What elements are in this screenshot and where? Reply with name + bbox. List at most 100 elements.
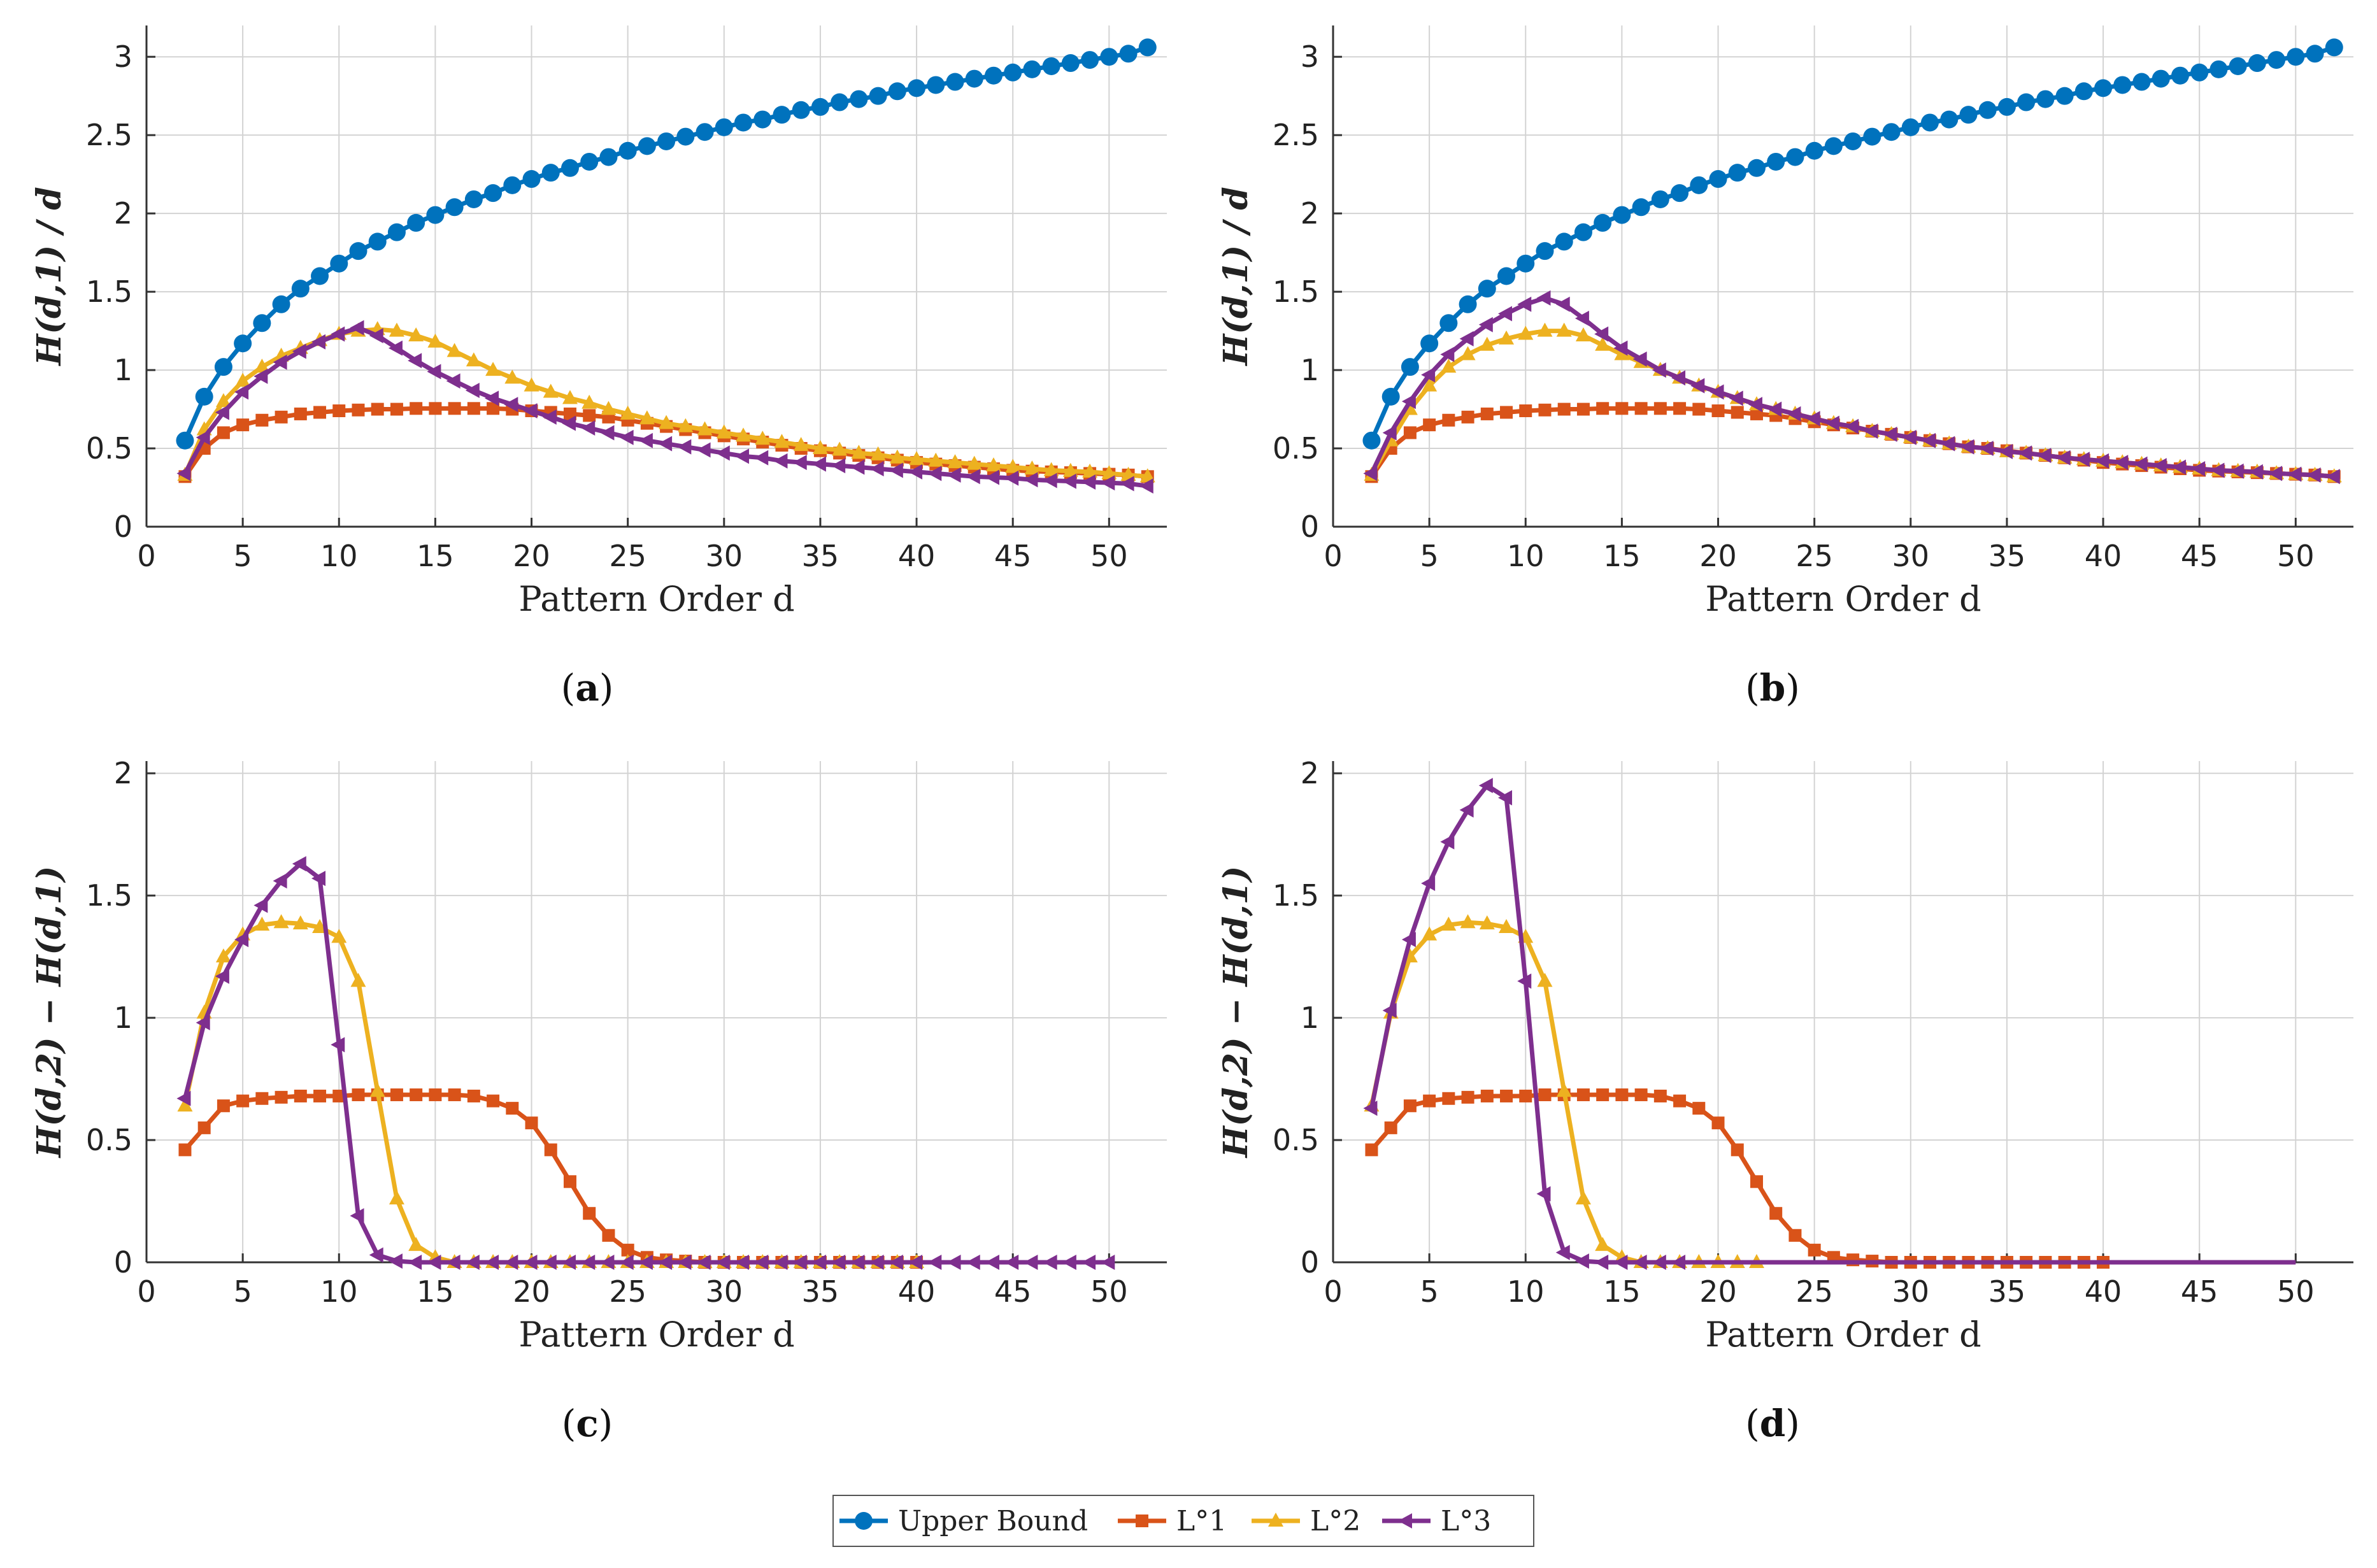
data-point bbox=[678, 418, 694, 432]
data-point bbox=[582, 394, 597, 409]
grid bbox=[1333, 761, 2353, 1262]
data-point bbox=[638, 137, 656, 155]
data-point bbox=[2229, 57, 2247, 75]
data-point bbox=[1043, 1255, 1057, 1270]
data-point bbox=[1460, 914, 1476, 929]
data-point bbox=[909, 451, 925, 466]
data-point bbox=[1062, 473, 1076, 489]
data-point bbox=[946, 1255, 961, 1270]
data-point bbox=[696, 1255, 711, 1270]
data-point bbox=[1614, 346, 1630, 360]
data-point bbox=[889, 462, 903, 478]
data-point bbox=[1139, 478, 1153, 494]
data-point bbox=[253, 314, 271, 332]
data-point bbox=[313, 406, 327, 419]
data-point bbox=[2018, 445, 2032, 461]
series-l-1 bbox=[178, 1088, 924, 1269]
data-point bbox=[464, 190, 483, 208]
data-point bbox=[178, 1143, 192, 1157]
data-point bbox=[1555, 296, 1570, 312]
legend-item: L°2 bbox=[1252, 1505, 1360, 1537]
data-point bbox=[1441, 359, 1457, 373]
data-point bbox=[485, 390, 499, 406]
data-point bbox=[965, 69, 983, 88]
data-point bbox=[275, 410, 288, 424]
data-point bbox=[214, 358, 232, 376]
data-point bbox=[1574, 223, 1592, 241]
data-point bbox=[1728, 164, 1746, 182]
x-tick-label: 15 bbox=[1603, 539, 1641, 573]
data-point bbox=[1422, 926, 1438, 941]
data-point bbox=[504, 1255, 518, 1270]
data-point bbox=[1518, 325, 1534, 340]
data-point bbox=[1555, 232, 1573, 251]
x-tick-label: 50 bbox=[1090, 539, 1128, 573]
data-point bbox=[889, 449, 905, 464]
data-point bbox=[1960, 439, 1974, 455]
x-tick-label: 50 bbox=[1090, 1274, 1128, 1309]
series-line bbox=[1369, 45, 2335, 442]
data-point bbox=[2325, 38, 2343, 57]
y-axis-label: H(d,2) − H(d,1) bbox=[1217, 866, 1255, 1159]
data-point bbox=[466, 352, 482, 367]
data-point bbox=[448, 402, 461, 415]
data-point bbox=[869, 461, 884, 477]
data-point bbox=[215, 948, 231, 963]
data-point bbox=[1864, 423, 1878, 439]
y-tick-label: 2 bbox=[1301, 756, 1319, 790]
x-tick-label: 35 bbox=[1988, 539, 2026, 573]
x-tick-label: 25 bbox=[1795, 539, 1833, 573]
data-point bbox=[215, 393, 231, 408]
data-point bbox=[773, 453, 788, 469]
x-tick-label: 45 bbox=[2181, 539, 2218, 573]
y-axis-label: H(d,1) / d bbox=[30, 187, 69, 367]
data-point bbox=[408, 1237, 424, 1251]
x-tick-label: 45 bbox=[2181, 1274, 2218, 1309]
data-point bbox=[331, 326, 345, 342]
data-point bbox=[350, 1208, 364, 1224]
data-point bbox=[602, 1229, 615, 1242]
data-point bbox=[426, 206, 445, 224]
data-point bbox=[657, 132, 676, 150]
panel-caption: (b) bbox=[1745, 666, 1800, 709]
data-point bbox=[2171, 66, 2189, 85]
data-point bbox=[236, 1094, 250, 1108]
panel-caption: (c) bbox=[562, 1402, 613, 1445]
x-tick-label: 15 bbox=[1603, 1274, 1641, 1309]
data-point bbox=[448, 1088, 461, 1102]
data-point bbox=[1824, 137, 1843, 155]
x-tick-label: 20 bbox=[1699, 1274, 1737, 1309]
data-point bbox=[254, 359, 270, 373]
data-point bbox=[850, 1255, 865, 1270]
data-point bbox=[851, 445, 867, 459]
data-point bbox=[1576, 403, 1590, 416]
data-point bbox=[1632, 198, 1650, 217]
data-point bbox=[352, 403, 365, 417]
data-point bbox=[2037, 448, 2052, 464]
legend-item: L°3 bbox=[1382, 1505, 1491, 1537]
x-tick-label: 40 bbox=[2085, 1274, 2122, 1309]
data-point bbox=[1634, 402, 1648, 415]
data-point bbox=[524, 377, 539, 392]
data-point bbox=[427, 1255, 441, 1270]
y-tick-label: 3 bbox=[114, 39, 132, 74]
y-tick-label: 1 bbox=[1301, 1001, 1319, 1035]
data-point bbox=[446, 343, 462, 357]
data-point bbox=[445, 198, 464, 217]
x-tick-label: 20 bbox=[513, 1274, 550, 1309]
data-point bbox=[1384, 1121, 1397, 1134]
data-point bbox=[253, 368, 268, 384]
series-l-3 bbox=[176, 856, 1115, 1270]
data-point bbox=[583, 1207, 596, 1220]
data-point bbox=[1498, 790, 1513, 806]
data-point bbox=[1499, 330, 1515, 345]
x-tick-label: 0 bbox=[137, 539, 155, 573]
data-point bbox=[254, 916, 270, 931]
data-point bbox=[291, 280, 310, 298]
series-l-2 bbox=[1364, 322, 2342, 483]
data-point bbox=[677, 1255, 692, 1270]
data-point bbox=[927, 466, 942, 481]
data-point bbox=[812, 440, 828, 455]
data-point bbox=[811, 97, 829, 116]
data-point bbox=[2056, 450, 2071, 466]
